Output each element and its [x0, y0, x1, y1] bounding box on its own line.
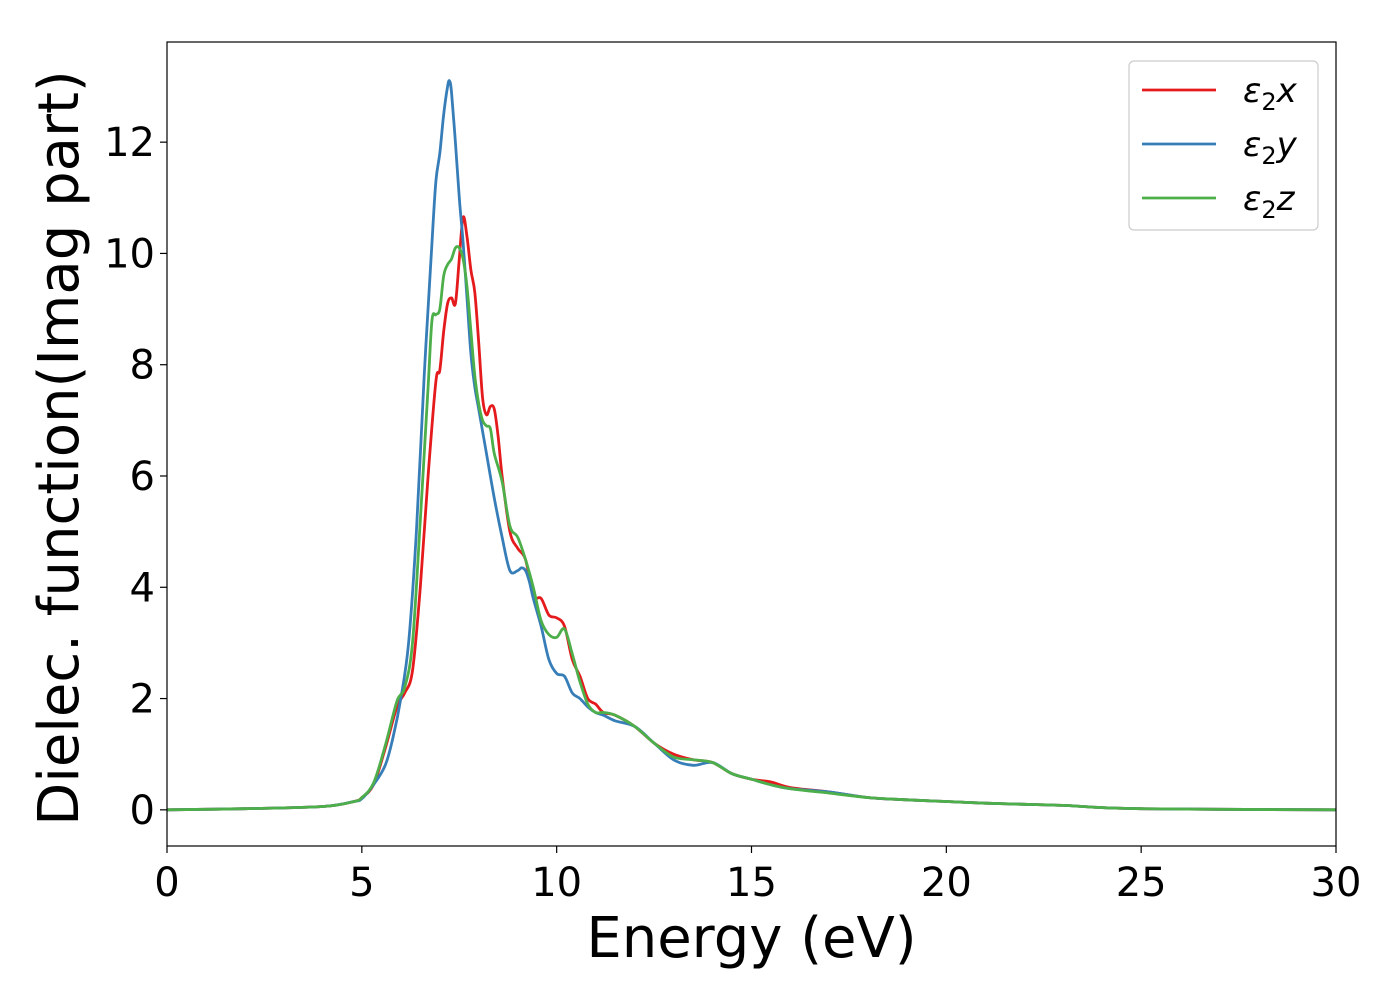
legend-label-y: ε2y [1243, 125, 1298, 170]
y-tick-label: 10 [104, 231, 155, 277]
x-tick-label: 0 [154, 860, 179, 906]
x-axis: 0 5 10 15 20 25 30 [154, 846, 1361, 906]
y-tick-label: 6 [130, 454, 155, 500]
legend-label-x: ε2x [1243, 71, 1298, 116]
series-line-z [166, 245, 1337, 812]
legend-box [1128, 60, 1319, 231]
y-tick-label: 2 [130, 677, 155, 723]
x-tick-label: 20 [921, 860, 972, 906]
y-tick-label: 8 [130, 343, 155, 389]
x-axis-label: Energy (eV) [586, 906, 916, 971]
y-axis: 0 2 4 6 8 10 12 [104, 120, 167, 834]
y-axis-label: Dielec. function(Imag part) [27, 70, 92, 826]
x-tick-label: 5 [349, 860, 374, 906]
x-tick-label: 30 [1311, 860, 1362, 906]
y-tick-label: 12 [104, 120, 155, 166]
y-tick-label: 4 [130, 565, 155, 611]
y-tick-label: 0 [130, 788, 155, 834]
legend-label-z: ε2z [1243, 179, 1296, 224]
x-tick-label: 10 [531, 860, 582, 906]
x-tick-label: 15 [726, 860, 777, 906]
series-layer [166, 79, 1337, 812]
legend: ε2x ε2y ε2z [1128, 60, 1319, 231]
x-tick-label: 25 [1116, 860, 1167, 906]
